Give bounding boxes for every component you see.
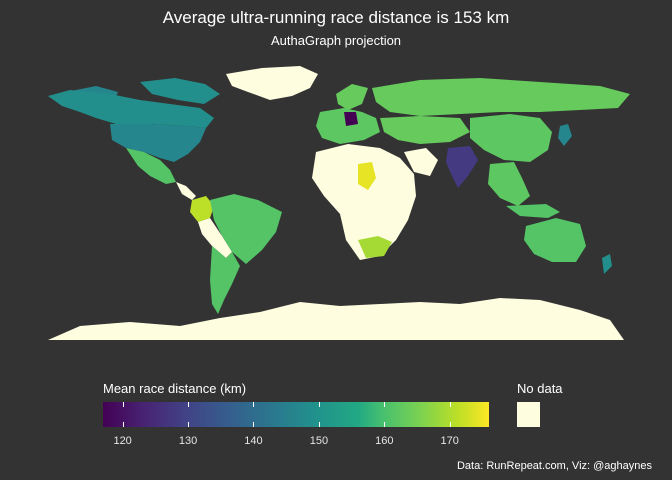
- colorbar-tick-label: 160: [375, 435, 394, 447]
- region-indonesia: [506, 204, 560, 218]
- region-india: [446, 146, 478, 188]
- map-title: Average ultra-running race distance is 1…: [162, 8, 510, 27]
- region-new-zealand: [602, 254, 612, 274]
- region-andes: [198, 218, 232, 258]
- region-central-asia: [380, 116, 470, 144]
- colorbar-tick-label: 150: [309, 435, 329, 447]
- region-central-america: [176, 182, 196, 200]
- region-australia: [524, 218, 586, 262]
- colorbar-tick-label: 120: [113, 435, 132, 447]
- colorbar-tick-top: [318, 402, 320, 407]
- region-africa: [312, 144, 416, 260]
- region-brazil: [210, 194, 282, 264]
- region-canada: [48, 90, 214, 128]
- colorbar-tick-label: 140: [244, 435, 263, 447]
- region-germany: [344, 112, 358, 126]
- colorbar-tick-top: [449, 402, 451, 407]
- region-usa: [110, 124, 206, 162]
- legend-title: Mean race distance (km): [103, 381, 247, 396]
- region-chad: [358, 162, 376, 190]
- color-scale-bar: [103, 402, 489, 427]
- colorbar-tick-top: [253, 402, 255, 407]
- region-mexico: [126, 148, 176, 184]
- colorbar-tick-bottom: [188, 422, 190, 427]
- colorbar-tick-label: 170: [440, 435, 459, 447]
- colorbar-tick-top: [122, 402, 124, 407]
- colorbar-tick-bottom: [318, 422, 320, 427]
- region-antarctica: [48, 298, 624, 340]
- region-canada-islands: [140, 78, 220, 104]
- region-scandinavia: [336, 84, 368, 110]
- map-subtitle: AuthaGraph projection: [270, 33, 402, 48]
- region-south-africa: [358, 236, 392, 258]
- region-greenland: [226, 66, 318, 100]
- colorbar-tick-bottom: [122, 422, 124, 427]
- region-russia: [372, 78, 630, 116]
- colorbar-tick-top: [188, 402, 190, 407]
- colorbar-tick-top: [384, 402, 386, 407]
- region-china: [470, 114, 552, 162]
- no-data-label: No data: [517, 381, 563, 396]
- no-data-swatch: [517, 402, 540, 427]
- region-argentina: [210, 246, 240, 314]
- colorbar-tick-bottom: [384, 422, 386, 427]
- region-arabia: [404, 148, 438, 176]
- source-caption: Data: RunRepeat.com, Viz: @aghaynes: [456, 460, 652, 472]
- colorbar-tick-bottom: [253, 422, 255, 427]
- region-japan: [558, 124, 572, 146]
- region-europe: [316, 108, 380, 144]
- colorbar-tick-label: 130: [178, 435, 198, 447]
- region-colombia: [190, 196, 214, 222]
- region-southeast-asia: [488, 162, 530, 206]
- colorbar-tick-bottom: [449, 422, 451, 427]
